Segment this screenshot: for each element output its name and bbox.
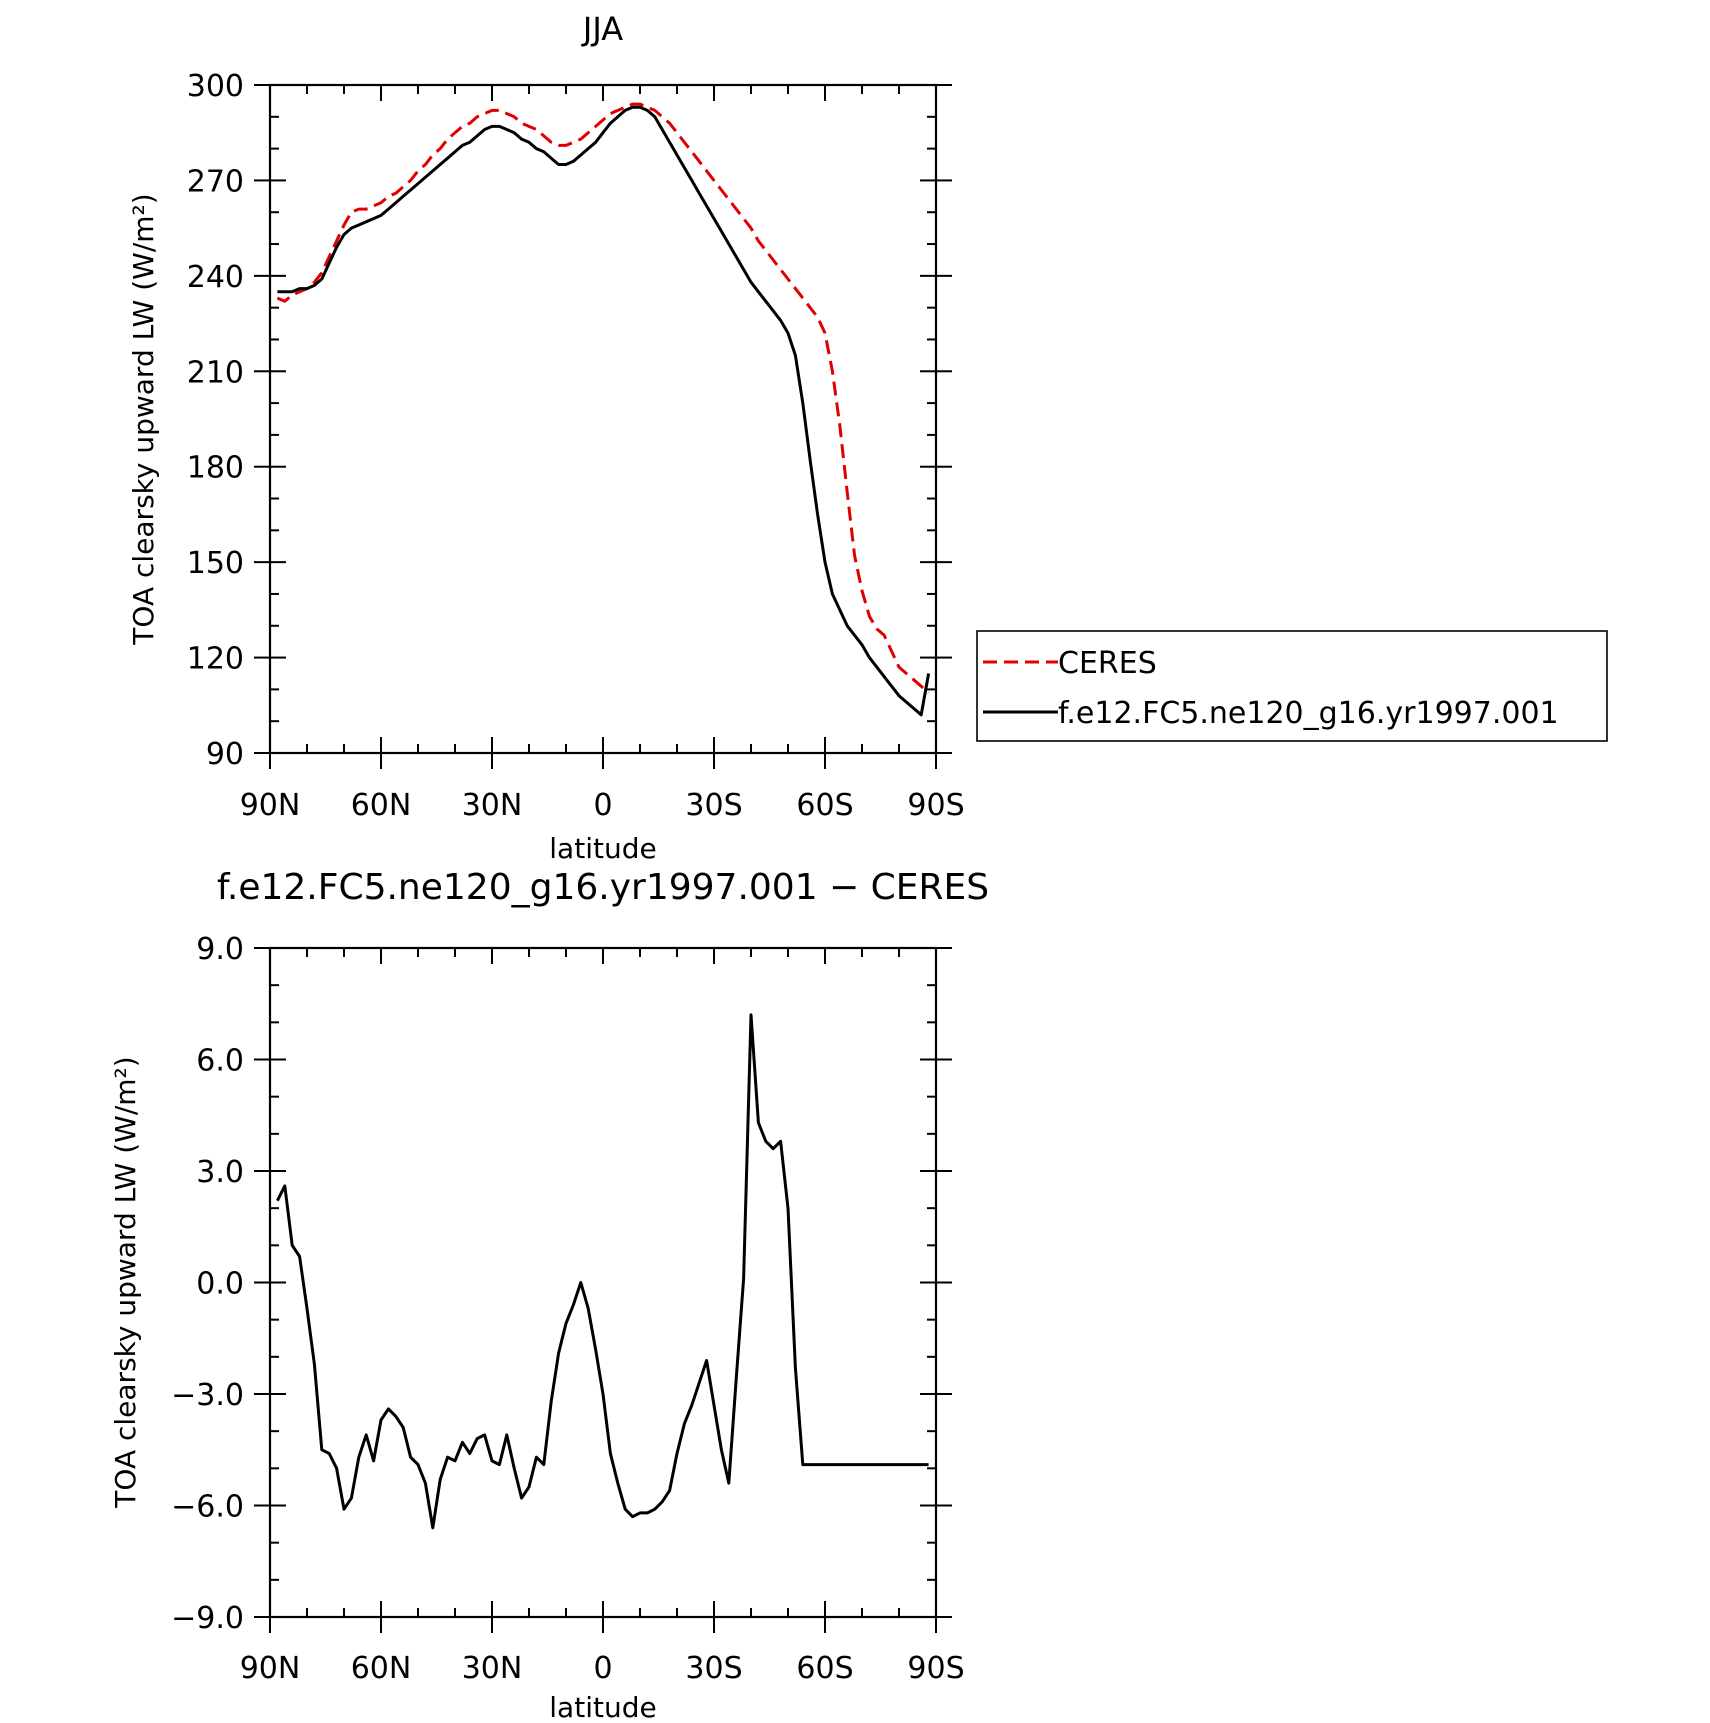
top-y-tick-labels: 90 120 150 180 210 240 270 300 [187,69,244,772]
bottom-series-lines [276,1013,929,1530]
y-tick-label: 150 [187,546,244,581]
x-tick-label: 0 [593,788,612,823]
x-tick-label: 60N [351,788,412,823]
bottom-panel: f.e12.FC5.ne120_g16.yr1997.001 − CERES −… [109,867,989,1723]
x-tick-label: 90N [240,1651,301,1686]
y-tick-label: 180 [187,451,244,486]
x-tick-label: 30N [462,1651,523,1686]
y-tick-label: −3.0 [171,1378,244,1413]
bottom-x-tick-labels: 90N 60N 30N 0 30S 60S 90S [240,1651,965,1686]
top-axis-ticks [254,84,952,769]
series-line-difference [276,1013,929,1530]
bottom-plot-frame [268,946,938,1619]
top-title: JJA [581,10,623,48]
x-tick-label: 60S [796,1651,853,1686]
x-tick-label: 30S [685,788,742,823]
x-tick-label: 90S [907,1651,964,1686]
top-panel: JJA 90 120 150 180 210 240 270 300 90N 60N 30N 0 30… [127,10,965,865]
series-line-ceres [276,102,930,694]
legend-label-ceres: CERES [1058,646,1157,681]
y-tick-label: 3.0 [196,1155,244,1190]
bottom-axis-ticks [254,947,952,1633]
bottom-y-axis-label: TOA clearsky upward LW (W/m²) [109,1056,142,1508]
x-tick-label: 90S [907,788,964,823]
legend-label-model: f.e12.FC5.ne120_g16.yr1997.001 [1058,696,1559,731]
series-line-f-e12-fc5-ne120-g16-yr1997-001 [277,105,931,717]
x-tick-label: 0 [593,1651,612,1686]
top-x-axis-label: latitude [549,832,656,865]
x-tick-label: 60S [796,788,853,823]
y-tick-label: −9.0 [171,1601,244,1636]
y-tick-label: 240 [187,260,244,295]
x-tick-label: 30S [685,1651,742,1686]
bottom-y-tick-labels: −9.0 −6.0 −3.0 0.0 3.0 6.0 9.0 [171,932,244,1636]
y-tick-label: 6.0 [196,1044,244,1079]
y-tick-label: −6.0 [171,1490,244,1525]
top-x-tick-labels: 90N 60N 30N 0 30S 60S 90S [240,788,965,823]
x-tick-label: 30N [462,788,523,823]
y-tick-label: 120 [187,642,244,677]
top-y-axis-label: TOA clearsky upward LW (W/m²) [127,193,160,645]
legend: CERES f.e12.FC5.ne120_g16.yr1997.001 [976,630,1608,742]
y-tick-label: 9.0 [196,932,244,967]
x-tick-label: 90N [240,788,301,823]
x-tick-label: 60N [351,1651,412,1686]
bottom-title: f.e12.FC5.ne120_g16.yr1997.001 − CERES [217,867,989,908]
legend-box [976,630,1608,742]
top-series-lines [276,102,931,717]
y-tick-label: 300 [187,69,244,104]
y-tick-label: 90 [206,737,244,772]
y-tick-label: 210 [187,355,244,390]
y-tick-label: 0.0 [196,1267,244,1302]
top-plot-frame [268,83,938,755]
y-tick-label: 270 [187,164,244,199]
bottom-x-axis-label: latitude [549,1691,656,1723]
